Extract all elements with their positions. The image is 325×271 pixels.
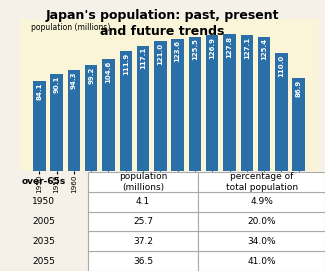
Text: 125.4: 125.4 [261,38,267,60]
Bar [102,59,115,171]
Bar [68,70,80,171]
Bar [223,34,236,171]
Bar [88,192,198,212]
Text: Japan's population: past, present
and future trends: Japan's population: past, present and fu… [46,9,279,38]
Bar [292,78,305,171]
Text: 86.9: 86.9 [296,79,302,97]
Bar [198,251,325,271]
Bar [137,46,149,171]
Text: 90.1: 90.1 [54,76,59,93]
Text: 127.1: 127.1 [244,37,250,59]
Text: 125.5: 125.5 [192,38,198,60]
Bar [154,41,167,171]
Text: 2005: 2005 [32,217,55,226]
Bar [85,65,98,171]
Bar [88,212,198,231]
Text: 84.1: 84.1 [36,82,42,100]
Bar [88,172,198,192]
Text: 25.7: 25.7 [133,217,153,226]
Text: 2055: 2055 [32,257,55,266]
Bar [258,37,270,171]
Bar [171,39,184,171]
Text: 20.0%: 20.0% [247,217,276,226]
Text: 36.5: 36.5 [133,257,153,266]
Bar [88,231,198,251]
Text: percentage of
total population: percentage of total population [226,172,298,192]
Text: 4.9%: 4.9% [250,197,273,206]
Text: population (millions): population (millions) [31,23,110,32]
Bar [206,35,218,171]
Bar [50,75,63,171]
Bar [189,37,201,171]
Text: 41.0%: 41.0% [247,257,276,266]
Text: over-65s: over-65s [22,178,66,186]
Bar [198,192,325,212]
Text: 94.3: 94.3 [71,72,77,89]
Text: 111.9: 111.9 [123,53,129,75]
Bar [88,251,198,271]
Bar [198,212,325,231]
Bar [120,51,132,171]
Text: 99.2: 99.2 [88,66,94,83]
Text: population
(millions): population (millions) [119,172,167,192]
Text: 127.8: 127.8 [227,36,232,58]
Text: 110.0: 110.0 [279,55,284,77]
Text: 117.1: 117.1 [140,47,146,69]
Bar [275,53,288,171]
Bar [33,81,46,171]
Text: 34.0%: 34.0% [247,237,276,246]
Text: 126.9: 126.9 [209,37,215,59]
Bar [240,35,253,171]
Text: 121.0: 121.0 [157,43,163,65]
Text: 1950: 1950 [32,197,55,206]
Bar [198,231,325,251]
Text: 37.2: 37.2 [133,237,153,246]
Text: 4.1: 4.1 [136,197,150,206]
Text: 104.6: 104.6 [106,60,111,83]
Bar [198,172,325,192]
Text: 123.6: 123.6 [175,40,181,62]
Text: 2035: 2035 [32,237,55,246]
